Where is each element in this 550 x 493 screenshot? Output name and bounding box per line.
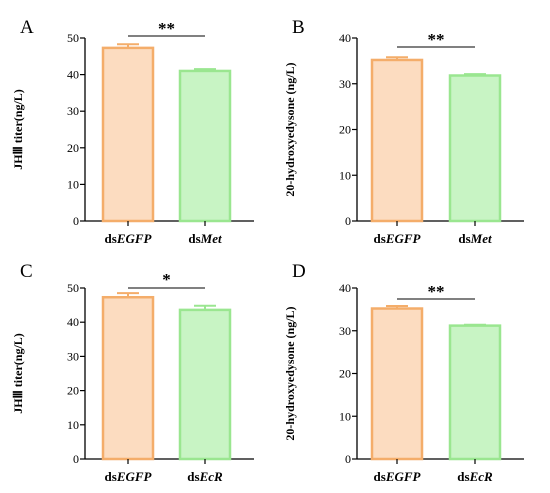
panel-letter: C bbox=[20, 261, 33, 282]
y-tick-label: 20 bbox=[67, 384, 79, 398]
category-label: dsMet bbox=[188, 231, 222, 246]
y-tick-label: 50 bbox=[67, 281, 79, 295]
bar-met bbox=[178, 69, 232, 223]
y-tick-label: 30 bbox=[67, 104, 79, 118]
category-label: dsEcR bbox=[457, 469, 493, 484]
y-tick-label: 10 bbox=[67, 418, 79, 432]
bar-egfp bbox=[101, 295, 155, 461]
y-tick-label: 30 bbox=[339, 324, 351, 338]
y-tick-label: 30 bbox=[67, 349, 79, 363]
significance-marker: ** bbox=[428, 30, 445, 49]
panel-letter: A bbox=[20, 17, 34, 38]
panel-letter: B bbox=[292, 17, 305, 38]
y-tick-label: 10 bbox=[339, 409, 351, 423]
panel-c: C 0 10 20 30 40 50 JHⅢ titer(ng/L) dsEGFP dsEcR * bbox=[11, 261, 254, 484]
y-tick-label: 40 bbox=[67, 68, 79, 82]
category-label: dsEcR bbox=[187, 469, 223, 484]
y-axis-title: JHⅢ titer(ng/L) bbox=[11, 333, 25, 414]
y-tick-label: 0 bbox=[73, 214, 79, 228]
bar-egfp bbox=[101, 46, 155, 223]
y-tick-label: 0 bbox=[345, 214, 351, 228]
panel-a: A 0 10 20 30 40 50 JHⅢ titer(ng/L) dsEGFP dsMet ** bbox=[11, 17, 254, 246]
y-tick-label: 20 bbox=[67, 141, 79, 155]
y-tick-label: 40 bbox=[339, 31, 351, 45]
panel-d: D 0 10 20 30 40 20-hydroxyedysone (ng/L) dsEGFP… bbox=[283, 261, 524, 484]
y-axis-title: 20-hydroxyedysone (ng/L) bbox=[283, 62, 297, 196]
y-tick-label: 30 bbox=[339, 77, 351, 91]
y-axis-title: JHⅢ titer(ng/L) bbox=[11, 89, 25, 170]
y-axis-title: 20-hydroxyedysone (ng/L) bbox=[283, 306, 297, 440]
y-tick-label: 20 bbox=[339, 367, 351, 381]
significance-marker: * bbox=[162, 270, 171, 289]
y-tick-label: 50 bbox=[67, 31, 79, 45]
y-tick-label: 10 bbox=[67, 177, 79, 191]
y-tick-label: 40 bbox=[339, 281, 351, 295]
bar-egfp bbox=[370, 307, 424, 461]
panel-b: B 0 10 20 30 40 20-hydroxyedysone (ng/L) dsEGFP… bbox=[283, 17, 524, 246]
y-tick-label: 40 bbox=[67, 315, 79, 329]
category-label: dsEGFP bbox=[374, 231, 422, 246]
y-tick-label: 10 bbox=[339, 168, 351, 182]
y-tick-label: 0 bbox=[345, 452, 351, 466]
bar-egfp bbox=[370, 58, 424, 223]
bar-ecr bbox=[448, 324, 502, 461]
bar-ecr bbox=[178, 308, 232, 461]
category-label: dsEGFP bbox=[105, 469, 153, 484]
significance-marker: ** bbox=[428, 282, 445, 301]
bar-met bbox=[448, 74, 502, 223]
y-tick-label: 0 bbox=[73, 452, 79, 466]
category-label: dsEGFP bbox=[374, 469, 422, 484]
category-label: dsMet bbox=[458, 231, 492, 246]
significance-marker: ** bbox=[158, 19, 175, 38]
category-label: dsEGFP bbox=[105, 231, 153, 246]
panel-letter: D bbox=[292, 261, 306, 282]
y-tick-label: 20 bbox=[339, 123, 351, 137]
